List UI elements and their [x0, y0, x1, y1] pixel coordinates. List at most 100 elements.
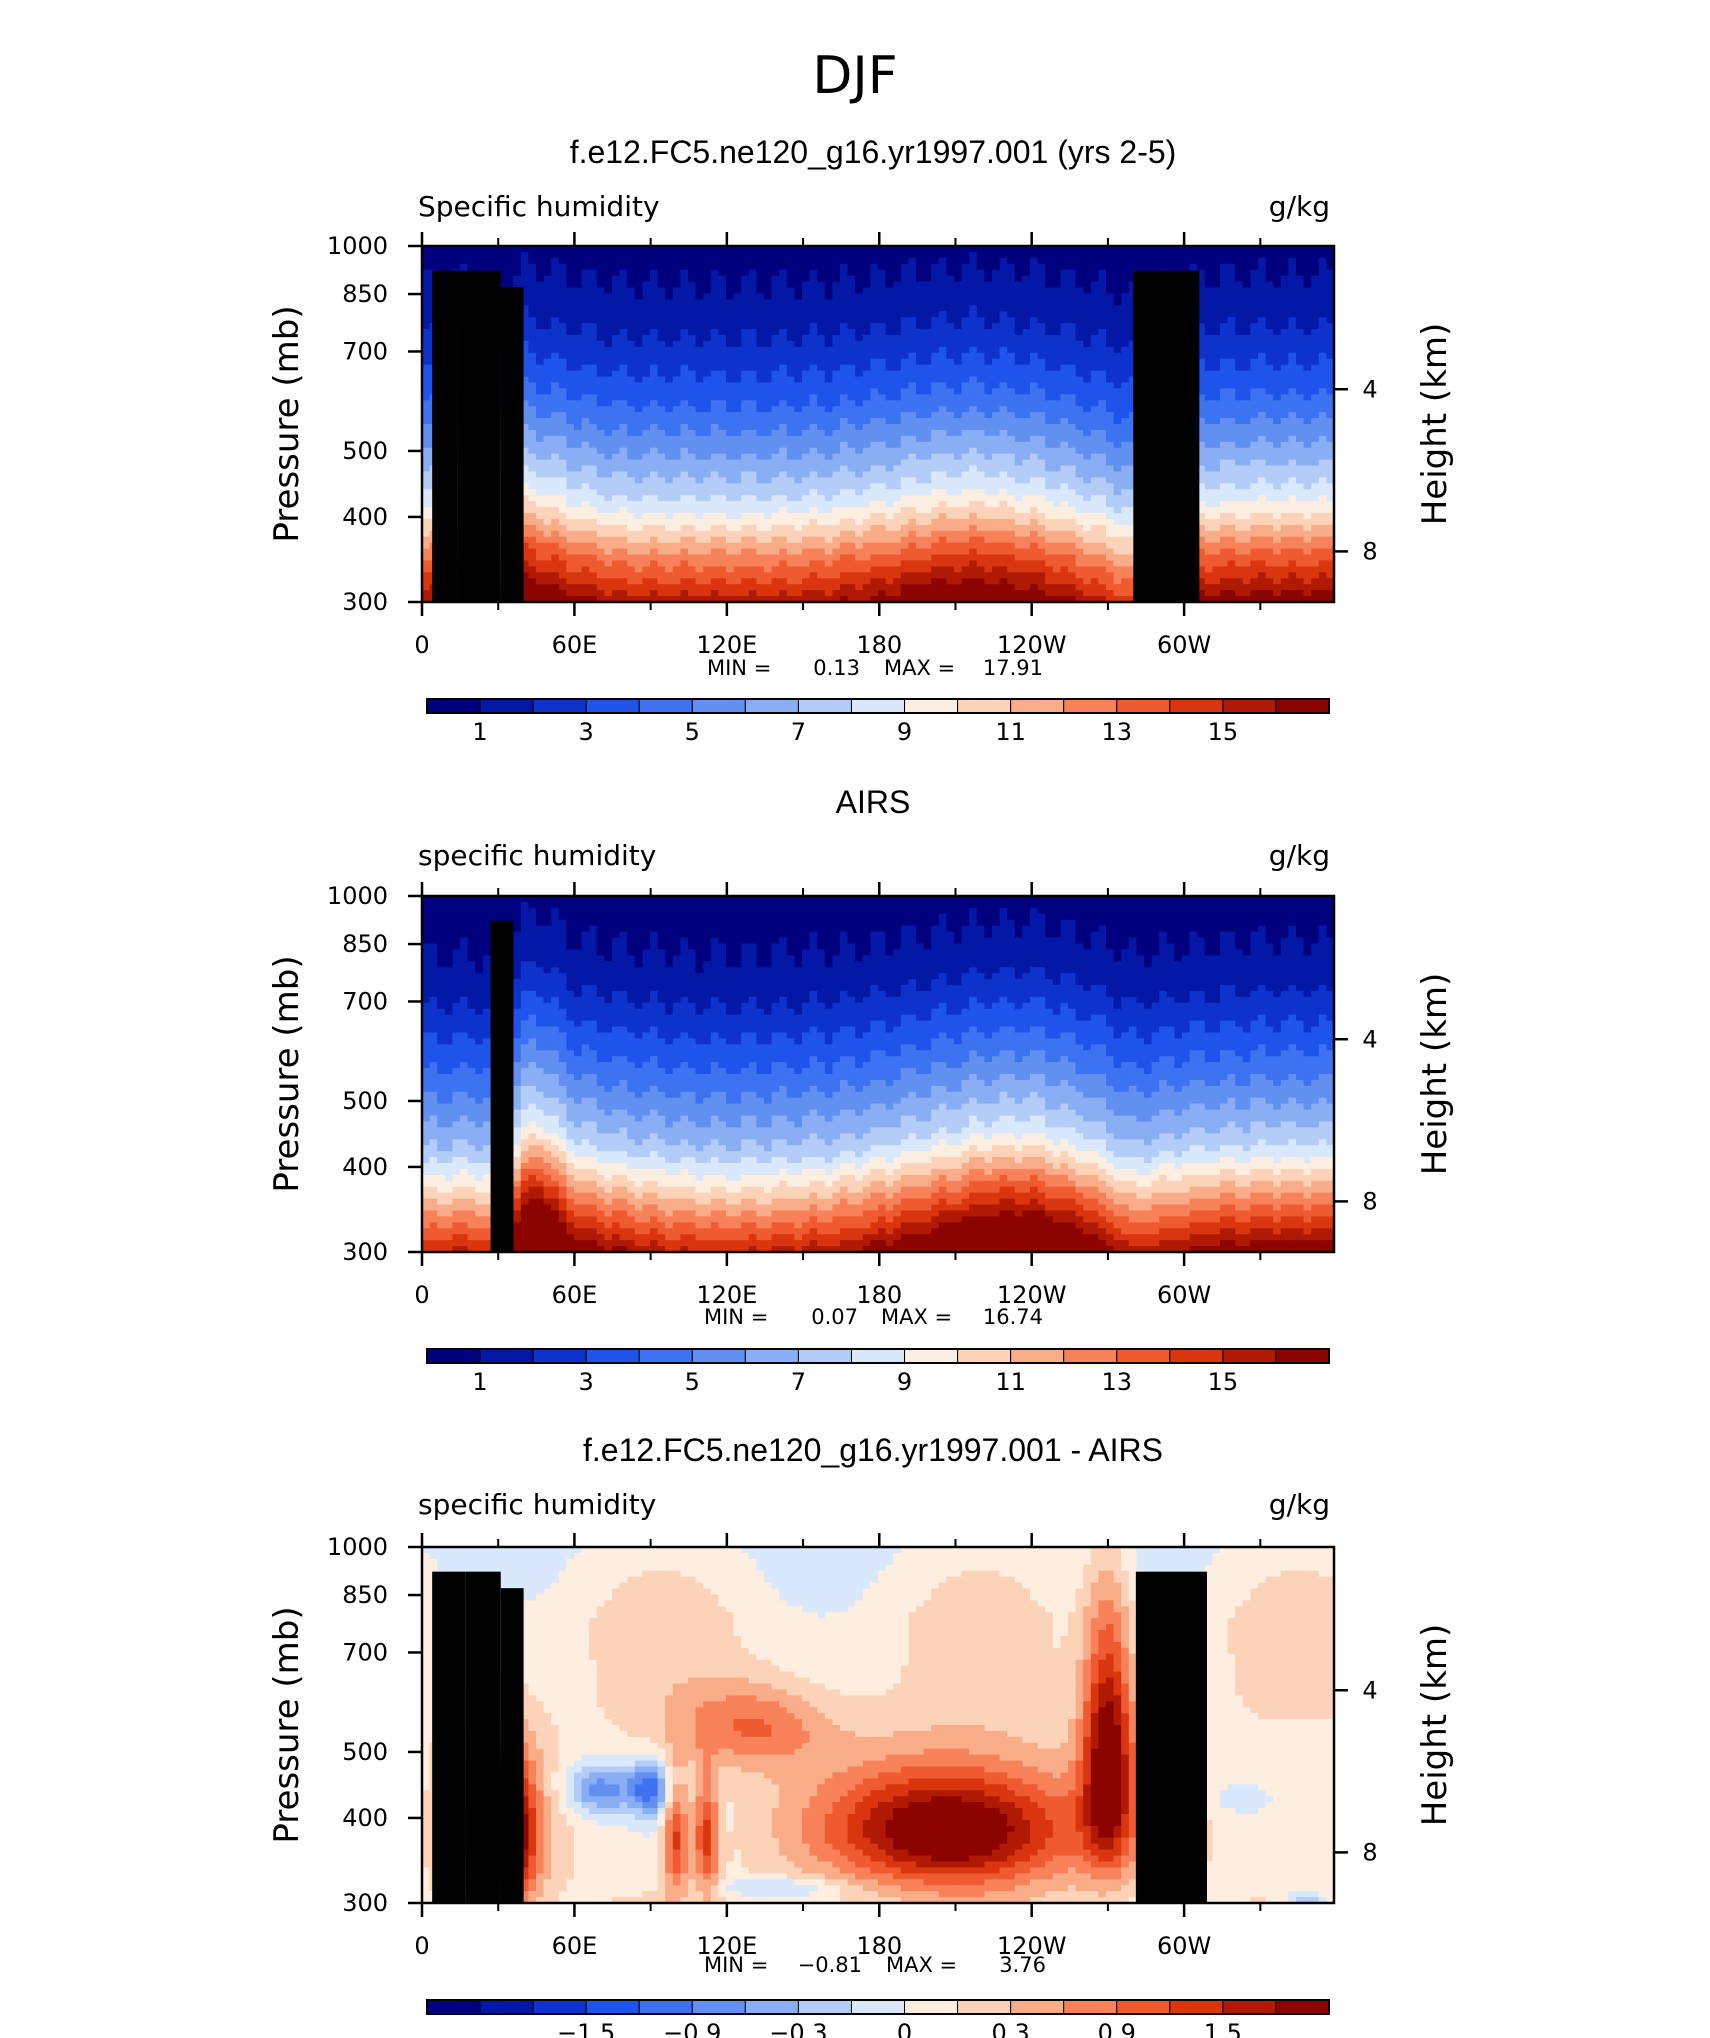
contour-cell — [855, 435, 864, 443]
contour-cell — [566, 536, 575, 544]
contour-cell — [817, 364, 826, 372]
contour-cell — [581, 370, 590, 378]
contour-cell — [855, 495, 864, 502]
contour-cell — [566, 329, 575, 336]
contour-cell — [718, 435, 727, 443]
contour-cell — [817, 323, 826, 330]
contour-cell — [984, 518, 993, 526]
contour-cell — [688, 364, 697, 372]
contour-cell — [855, 305, 864, 312]
contour-cell — [931, 263, 940, 271]
contour-cell — [1037, 524, 1046, 532]
contour-cell — [984, 263, 993, 271]
contour-cell — [756, 358, 765, 366]
contour-cell — [946, 382, 955, 389]
contour-cell — [574, 251, 583, 259]
contour-cell — [969, 388, 978, 395]
contour-cell — [543, 483, 552, 490]
contour-cell — [581, 566, 590, 573]
contour-cell — [931, 477, 940, 484]
contour-cell — [558, 287, 567, 295]
contour-cell — [1037, 394, 1046, 401]
contour-cell — [748, 471, 757, 478]
contour-cell — [528, 406, 537, 413]
contour-cell — [870, 548, 879, 556]
contour-cell — [984, 346, 993, 354]
contour-cell — [726, 578, 735, 585]
contour-cell — [543, 382, 552, 389]
contour-cell — [566, 388, 575, 395]
contour-cell — [938, 578, 947, 585]
contour-cell — [604, 246, 613, 253]
contour-cell — [581, 590, 590, 597]
contour-cell — [718, 352, 727, 360]
contour-cell — [862, 560, 871, 567]
contour-cell — [657, 554, 666, 562]
contour-cell — [885, 370, 894, 378]
contour-cell — [741, 335, 750, 342]
contour-cell — [1037, 382, 1046, 389]
contour-cell — [422, 507, 431, 514]
contour-cell — [824, 572, 833, 579]
contour-cell — [543, 513, 552, 520]
contour-cell — [452, 263, 461, 271]
contour-cell — [688, 471, 697, 478]
contour-cell — [536, 524, 545, 532]
contour-cell — [885, 275, 894, 283]
contour-cell — [604, 530, 613, 538]
contour-cell — [824, 281, 833, 289]
contour-cell — [840, 483, 849, 490]
contour-cell — [1030, 406, 1039, 413]
contour-cell — [840, 388, 849, 395]
contour-cell — [1030, 548, 1039, 556]
contour-cell — [422, 257, 431, 265]
contour-cell — [992, 477, 1001, 484]
contour-cell — [642, 584, 651, 591]
contour-cell — [581, 518, 590, 526]
contour-cell — [680, 329, 689, 336]
contour-cell — [847, 340, 856, 348]
contour-cell — [1007, 548, 1016, 556]
contour-cell — [1030, 335, 1039, 342]
contour-cell — [878, 495, 887, 502]
contour-cell — [756, 566, 765, 573]
contour-cell — [1022, 269, 1031, 277]
contour-cell — [612, 424, 621, 431]
contour-cell — [703, 281, 712, 289]
contour-cell — [969, 530, 978, 538]
contour-cell — [817, 382, 826, 389]
contour-cell — [817, 524, 826, 532]
contour-cell — [923, 329, 932, 336]
contour-cell — [1007, 340, 1016, 348]
contour-cell — [612, 376, 621, 384]
contour-cell — [1007, 418, 1016, 425]
contour-cell — [954, 400, 963, 407]
contour-cell — [710, 340, 719, 348]
contour-cell — [748, 281, 757, 289]
contour-cell — [596, 376, 605, 384]
contour-cell — [817, 536, 826, 544]
contour-cell — [604, 412, 613, 419]
contour-cell — [422, 518, 431, 526]
contour-cell — [726, 459, 735, 467]
contour-cell — [642, 263, 651, 271]
contour-cell — [703, 590, 712, 597]
contour-cell — [733, 340, 742, 348]
contour-cell — [840, 382, 849, 389]
contour-cell — [543, 441, 552, 449]
contour-cell — [900, 453, 909, 461]
contour-cell — [574, 536, 583, 544]
contour-cell — [931, 346, 940, 354]
contour-cell — [718, 507, 727, 514]
contour-cell — [794, 501, 803, 508]
contour-cell — [596, 329, 605, 336]
contour-cell — [786, 299, 795, 306]
contour-cell — [558, 388, 567, 395]
contour-cell — [969, 536, 978, 544]
contour-cell — [802, 489, 811, 496]
contour-cell — [893, 251, 902, 259]
contour-cell — [1030, 501, 1039, 508]
contour-cell — [574, 323, 583, 330]
contour-cell — [931, 299, 940, 306]
contour-cell — [764, 287, 773, 295]
